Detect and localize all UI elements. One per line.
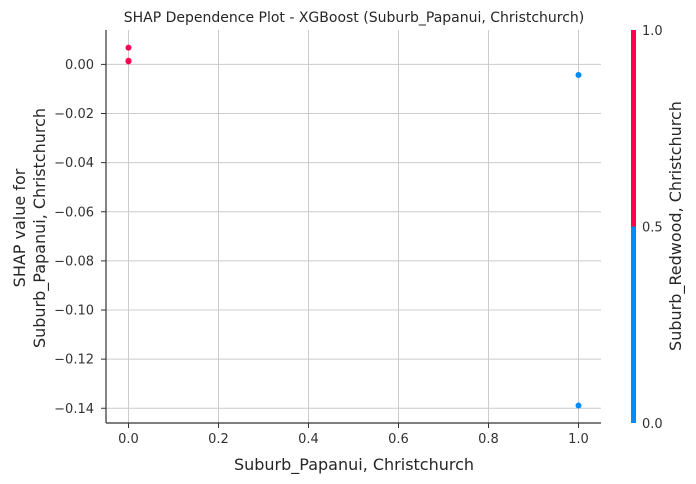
y-axis-title-line2: Suburb_Papanui, Christchurch: [30, 108, 50, 348]
y-tick-label: −0.10: [54, 304, 94, 319]
colorbar-tick-label: 1.0: [642, 24, 663, 39]
scatter-point: [125, 58, 132, 65]
x-tick-label: 0.4: [298, 432, 319, 447]
colorbar-low-segment: [631, 226, 636, 423]
y-tick-label: −0.12: [54, 353, 94, 368]
colorbar-tick-label: 0.5: [642, 221, 663, 236]
colorbar-high-segment: [631, 30, 636, 227]
data-points: [125, 44, 582, 409]
grid: [106, 30, 601, 423]
y-tick-label: −0.08: [54, 254, 94, 269]
x-tick-label: 0.8: [478, 432, 499, 447]
x-tick-label: 0.0: [118, 432, 139, 447]
y-tick-label: 0.00: [65, 58, 94, 73]
colorbar: 0.0 0.5 1.0: [631, 24, 663, 432]
y-tick-label: −0.14: [54, 402, 94, 417]
scatter-point: [575, 71, 582, 78]
scatter-point: [575, 402, 582, 409]
colorbar-title: Suburb_Redwood, Christchurch: [666, 101, 686, 351]
x-axis-title: Suburb_Papanui, Christchurch: [234, 455, 474, 475]
y-tick-label: −0.02: [54, 107, 94, 122]
x-tick-label: 1.0: [568, 432, 589, 447]
x-tick-label: 0.2: [208, 432, 229, 447]
axes: 0.0 0.2 0.4 0.6 0.8 1.0 0.00 −0.02 −0.04 −0.06 −0.…: [54, 30, 601, 447]
x-tick-label: 0.6: [388, 432, 409, 447]
y-axis-title-line1: SHAP value for: [10, 168, 29, 287]
y-tick-label: −0.04: [54, 156, 94, 171]
colorbar-tick-label: 0.0: [642, 417, 663, 432]
scatter-point: [125, 44, 132, 51]
chart-title: SHAP Dependence Plot - XGBoost (Suburb_P…: [124, 10, 585, 26]
y-tick-label: −0.06: [54, 205, 94, 220]
